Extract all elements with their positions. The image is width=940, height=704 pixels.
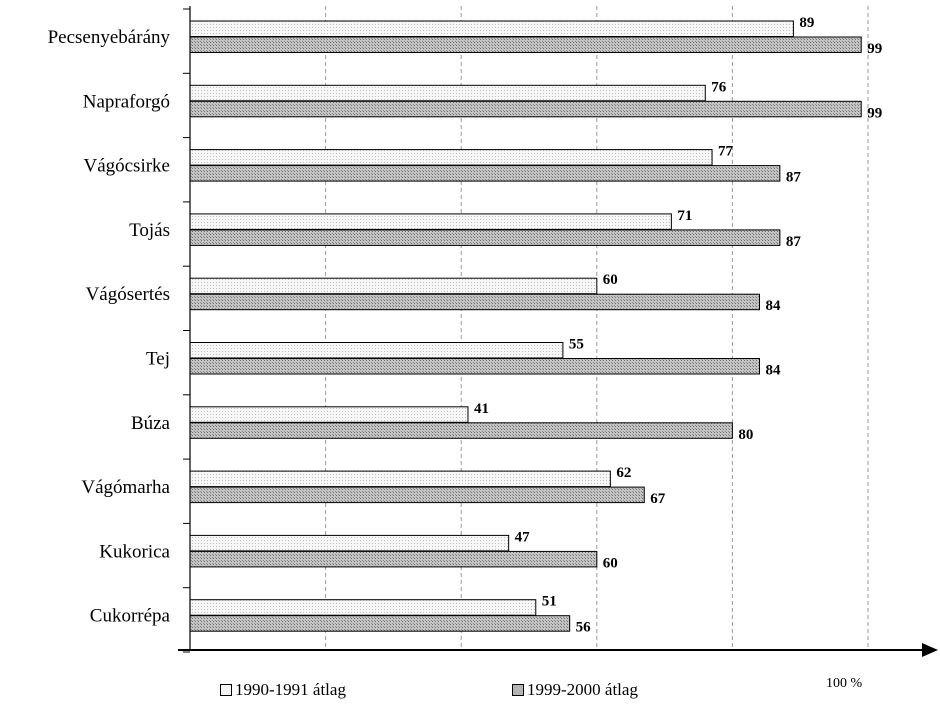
legend-label-series-1: 1990-1991 átlag	[235, 680, 346, 699]
bar-series-1	[189, 342, 564, 359]
legend-swatch-series-2	[512, 684, 524, 696]
bar-series-2	[189, 486, 645, 504]
data-label-series-1: 55	[569, 337, 584, 353]
data-label-series-2: 84	[766, 363, 782, 379]
data-label-series-1: 41	[474, 401, 489, 417]
data-label-series-2: 84	[766, 298, 782, 314]
data-label-series-2: 99	[867, 41, 882, 57]
legend-label-series-2: 1999-2000 átlag	[527, 680, 638, 699]
bar-series-2	[189, 615, 571, 632]
bar-series-2	[189, 293, 761, 311]
data-label-series-1: 76	[711, 79, 727, 95]
data-label-series-1: 60	[603, 272, 618, 288]
legend-item-series-1: 1990-1991 átlag	[220, 680, 346, 700]
labels: Pecsenyebárány 89 99 Napraforgó 76 99 Vágócsir…	[48, 15, 883, 636]
data-label-series-1: 62	[616, 465, 631, 481]
x-axis-arrow	[922, 643, 938, 657]
data-label-series-2: 67	[650, 491, 666, 507]
bar-series-2	[189, 36, 862, 53]
bar-series-2	[189, 165, 781, 182]
bar-series-2	[189, 229, 781, 246]
category-label: Napraforgó	[83, 91, 170, 112]
bar-series-1	[189, 149, 713, 166]
bars	[189, 20, 862, 632]
category-label: Pecsenyebárány	[48, 27, 171, 48]
category-label: Vágómarha	[81, 477, 170, 498]
data-label-series-1: 51	[542, 594, 557, 610]
bar-series-2	[189, 358, 761, 375]
bar-series-1	[189, 84, 706, 102]
data-label-series-1: 71	[677, 208, 692, 224]
bar-series-1	[189, 406, 469, 423]
category-label: Cukorrépa	[90, 606, 171, 627]
category-label: Kukorica	[99, 541, 170, 562]
bar-series-1	[189, 534, 510, 552]
data-label-series-1: 47	[515, 529, 531, 545]
category-label: Tej	[146, 349, 170, 370]
bar-series-2	[189, 550, 598, 568]
data-label-series-2: 99	[867, 105, 882, 121]
bar-series-2	[189, 100, 862, 118]
data-label-series-1: 89	[799, 15, 814, 31]
category-label: Búza	[131, 413, 171, 434]
data-label-series-2: 56	[576, 620, 592, 636]
axes	[178, 6, 938, 657]
bar-series-2	[189, 422, 733, 439]
legend-item-series-2: 1999-2000 átlag	[512, 680, 638, 700]
data-label-series-2: 60	[603, 555, 618, 571]
bar-series-1	[189, 277, 598, 295]
legend-swatch-series-1	[220, 684, 232, 696]
bar-series-1	[189, 470, 611, 488]
data-label-series-1: 77	[718, 144, 734, 160]
data-label-series-2: 87	[786, 170, 802, 186]
x-axis-unit-label: 100 %	[826, 676, 863, 691]
data-label-series-2: 80	[738, 427, 753, 443]
category-label: Vágósertés	[86, 284, 170, 305]
bar-series-1	[189, 213, 672, 230]
data-label-series-2: 87	[786, 234, 802, 250]
bar-series-1	[189, 599, 537, 616]
category-label: Tojás	[129, 220, 170, 241]
bar-series-1	[189, 20, 794, 37]
category-label: Vágócsirke	[83, 156, 170, 177]
